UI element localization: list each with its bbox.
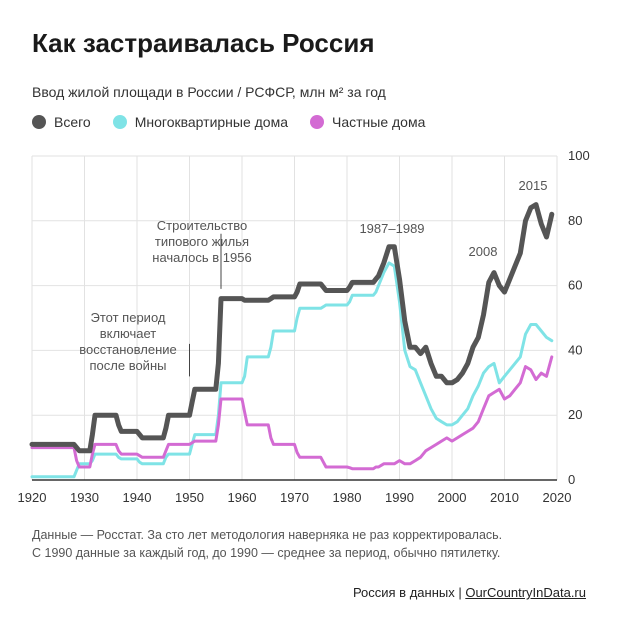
legend-swatch-total — [32, 115, 46, 129]
legend-label-private: Частные дома — [332, 114, 426, 130]
annotation-postwar-line: после войны — [90, 358, 167, 373]
chart-title: Как застраивалась Россия — [32, 28, 375, 58]
y-tick-label: 20 — [568, 407, 582, 422]
x-tick-label: 2000 — [438, 490, 467, 505]
y-tick-label: 0 — [568, 472, 575, 487]
x-tick-label: 1970 — [280, 490, 309, 505]
source-prefix: Россия в данных | — [352, 585, 466, 600]
legend-swatch-apartment — [112, 115, 127, 129]
x-tick-label: 1990 — [385, 490, 414, 505]
x-tick-label: 2010 — [490, 490, 519, 505]
annotation-1987: 1987–1989 — [359, 221, 424, 236]
line-chart: 0 20 40 60 80 100 1920 1930 1940 1950 1960 1970 1980… — [18, 148, 590, 505]
series-line-2 — [30, 355, 554, 471]
y-tick-label: 60 — [568, 278, 582, 293]
annotation-1987-line: 1987–1989 — [359, 221, 424, 236]
source-credit: Россия в данных | OurCountryInData.ru — [353, 585, 586, 600]
annotation-postwar-line: восстановление — [79, 342, 177, 357]
legend: Всего Многоквартирные дома Частные дома — [32, 114, 425, 130]
legend-item-private: Частные дома — [310, 114, 425, 130]
x-tick-label: 2020 — [543, 490, 572, 505]
annotation-2008-line: 2008 — [469, 244, 498, 259]
y-tick-label: 80 — [568, 213, 582, 228]
footnote: Данные — Росстат. За сто лет методология… — [32, 526, 502, 562]
y-tick-label: 40 — [568, 342, 582, 357]
x-tick-label: 1960 — [228, 490, 257, 505]
footnote-line-1: Данные — Росстат. За сто лет методология… — [32, 528, 503, 542]
y-tick-label: 100 — [568, 148, 590, 163]
annotation-postwar-line: Этот период — [91, 310, 166, 325]
legend-swatch-private — [310, 115, 325, 129]
annotation-2015-line: 2015 — [519, 178, 548, 193]
x-tick-label: 1920 — [18, 490, 47, 505]
annotation-1956-line: Строительство — [157, 218, 247, 233]
x-tick-label: 1930 — [70, 490, 99, 505]
annotation-2008: 2008 — [469, 244, 498, 259]
chart-subtitle: Ввод жилой площади в России / РСФСР, млн… — [32, 84, 386, 100]
annotation-postwar-line: включает — [100, 326, 157, 341]
x-tick-label: 1950 — [175, 490, 204, 505]
source-link[interactable]: OurCountryInData.ru — [465, 585, 586, 600]
annotation-2015: 2015 — [519, 178, 548, 193]
x-tick-label: 1940 — [123, 490, 152, 505]
series-line-0 — [29, 202, 555, 454]
legend-item-apartment: Многоквартирные дома — [112, 114, 289, 130]
annotation-1956-line: типового жилья — [155, 234, 249, 249]
annotation-postwar: Этот период включает восстановление после в… — [79, 310, 177, 373]
footnote-line-2: С 1990 данные за каждый год, до 1990 — с… — [32, 546, 501, 560]
series-line-1 — [30, 261, 554, 479]
x-tick-label: 1980 — [333, 490, 362, 505]
legend-label-apartment: Многоквартирные дома — [134, 114, 289, 130]
legend-label-total: Всего — [54, 114, 91, 130]
annotation-1956-line: началось в 1956 — [152, 250, 251, 265]
annotation-1956: Строительство типового жилья началось в 19… — [152, 218, 251, 265]
legend-item-total: Всего — [32, 114, 91, 130]
